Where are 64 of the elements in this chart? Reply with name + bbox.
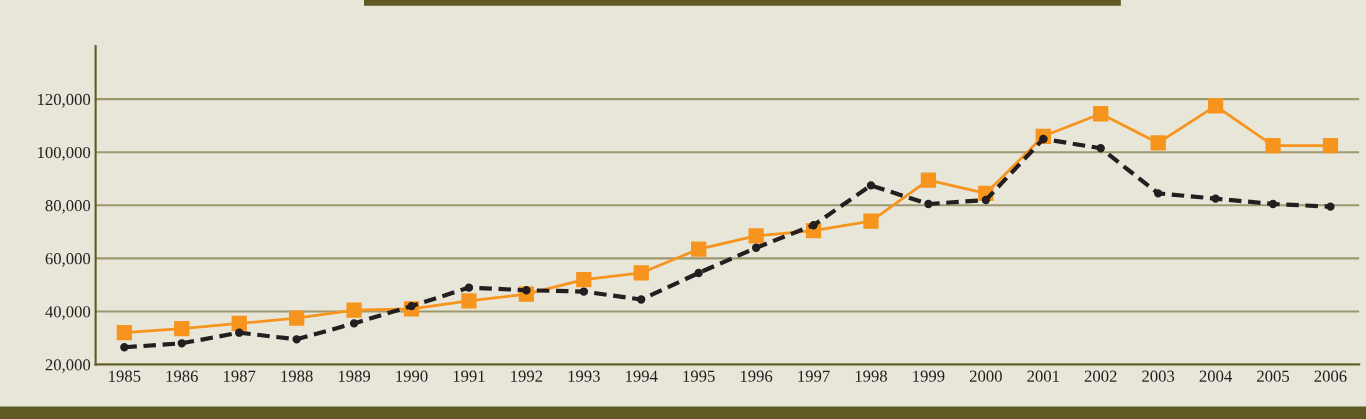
point: [809, 221, 818, 230]
point: [349, 319, 359, 328]
y-tick-label: 60,000: [45, 253, 91, 267]
point: [1150, 135, 1166, 151]
y-tick-label: 40,000: [45, 306, 91, 320]
point: [920, 172, 937, 188]
point: [637, 295, 646, 304]
x-tick-label: 1995: [683, 370, 715, 382]
x-tick-label: 1993: [568, 370, 600, 382]
point: [1211, 194, 1220, 203]
point: [1322, 137, 1339, 154]
x-tick-label: 1985: [109, 370, 141, 382]
x-tick-label: 2005: [1257, 370, 1290, 382]
x-tick-label: 2006: [1314, 370, 1347, 382]
point: [116, 325, 132, 341]
point: [288, 310, 305, 326]
x-tick-label: 1986: [166, 370, 198, 382]
point: [924, 199, 933, 209]
point: [633, 265, 649, 281]
point: [235, 328, 244, 337]
point: [1326, 202, 1335, 211]
point: [1207, 98, 1224, 114]
x-tick-label: 1997: [798, 370, 830, 382]
point: [231, 315, 247, 332]
point: [1153, 189, 1163, 198]
point: [292, 335, 301, 344]
point: [120, 343, 129, 352]
point: [981, 195, 991, 205]
y-tick-label: 20,000: [45, 359, 91, 373]
x-tick-label: 1992: [511, 370, 543, 382]
point: [346, 302, 362, 318]
point: [751, 243, 761, 252]
point: [576, 271, 592, 288]
x-tick-label: 2000: [969, 370, 1002, 382]
x-tick-label: 1996: [740, 370, 773, 382]
x-tick-label: 2002: [1084, 370, 1117, 382]
point: [694, 268, 703, 278]
x-tick-label: 1989: [338, 370, 371, 382]
x-tick-label: 2004: [1199, 370, 1232, 382]
point: [1093, 106, 1109, 122]
point: [177, 339, 186, 348]
x-tick-label: 1988: [281, 370, 313, 382]
point: [866, 181, 876, 190]
point: [174, 321, 190, 337]
point: [863, 213, 879, 229]
y-tick-label: 120,000: [38, 93, 91, 108]
point: [748, 228, 764, 244]
point: [1096, 144, 1105, 153]
x-tick-label: 2001: [1027, 370, 1059, 382]
x-tick-label: 1994: [626, 370, 658, 382]
x-tick-label: 1999: [913, 370, 945, 382]
x-tick-label: 1998: [855, 370, 888, 382]
y-tick-label: 100,000: [38, 146, 91, 161]
point: [464, 283, 474, 292]
x-tick-label: 1990: [396, 370, 428, 382]
x-tick-label: 1991: [453, 370, 485, 382]
point: [579, 287, 588, 296]
point: [461, 293, 477, 309]
point: [1265, 137, 1281, 154]
point: [691, 241, 707, 257]
point: [1268, 199, 1278, 209]
x-tick-label: 1987: [224, 370, 256, 382]
x-tick-label: 2003: [1142, 370, 1175, 382]
y-tick-label: 80,000: [45, 200, 91, 214]
